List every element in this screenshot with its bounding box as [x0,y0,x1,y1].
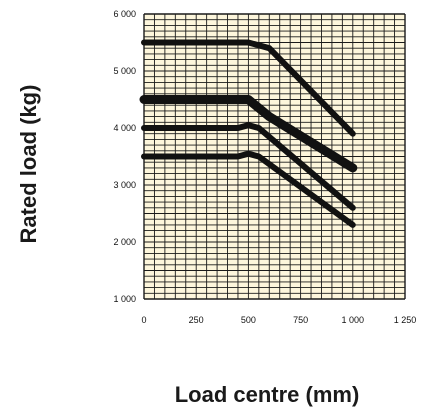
x-tick-label: 500 [241,315,256,325]
y-tick-label: 6 000 [113,9,136,19]
series-line-1 [141,39,356,137]
y-tick-label: 4 000 [113,123,136,133]
y-tick-labels: 1 000 2 000 3 000 4 000 5 000 6 000 [113,9,136,304]
series-layer [139,39,358,228]
x-tick-label: 1 250 [394,315,417,325]
series-line-2 [139,95,358,173]
y-tick-label: 1 000 [113,294,136,304]
series-line-4 [141,150,356,228]
x-tick-label: 250 [189,315,204,325]
x-tick-labels: 0 250 500 750 1 000 1 250 [141,315,416,325]
y-axis-title: Rated load (kg) [16,85,41,244]
y-tick-label: 3 000 [113,180,136,190]
y-tick-label: 2 000 [113,237,136,247]
series-line-3 [141,122,356,211]
x-axis-title: Load centre (mm) [175,382,360,407]
x-tick-label: 750 [293,315,308,325]
x-tick-label: 1 000 [342,315,365,325]
y-tick-label: 5 000 [113,66,136,76]
x-tick-label: 0 [141,315,146,325]
